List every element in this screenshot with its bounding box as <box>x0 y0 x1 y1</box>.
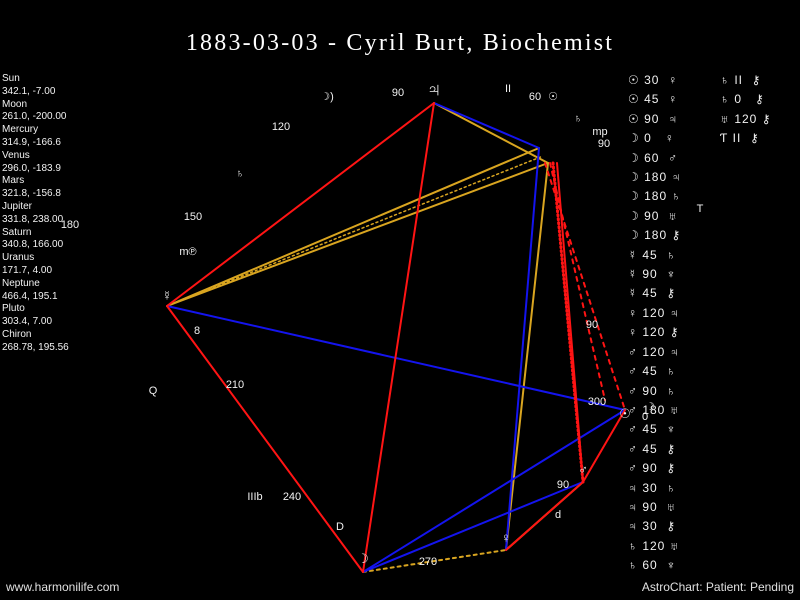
svg-text:d: d <box>555 509 561 521</box>
svg-text:♃: ♃ <box>427 79 442 101</box>
svg-text:♂: ♂ <box>578 462 588 477</box>
svg-text:210: 210 <box>226 379 244 391</box>
svg-text:mp: mp <box>592 126 607 138</box>
svg-text:m℗: m℗ <box>179 246 196 258</box>
svg-text:180: 180 <box>61 219 79 231</box>
svg-text:0: 0 <box>642 411 648 423</box>
svg-text:60: 60 <box>529 91 541 103</box>
svg-text:90: 90 <box>586 319 598 331</box>
svg-text:☽: ☽ <box>357 551 369 566</box>
svg-text:8: 8 <box>194 325 200 337</box>
svg-text:90: 90 <box>557 479 569 491</box>
svg-text:90: 90 <box>392 87 404 99</box>
svg-text:☉: ☉ <box>619 406 631 421</box>
svg-text:♄: ♄ <box>574 113 582 125</box>
svg-text:☉: ☉ <box>548 91 558 103</box>
svg-text:T: T <box>697 203 704 215</box>
svg-text:☽): ☽) <box>320 91 334 103</box>
svg-text:120: 120 <box>272 121 290 133</box>
svg-text:300: 300 <box>588 396 606 408</box>
svg-text:240: 240 <box>283 491 301 503</box>
svg-text:♀: ♀ <box>501 530 511 545</box>
svg-text:270: 270 <box>419 556 437 568</box>
svg-text:II: II <box>505 83 511 95</box>
svg-text:150: 150 <box>184 211 202 223</box>
svg-text:Q: Q <box>149 385 158 397</box>
svg-text:III​b: III​b <box>247 491 262 503</box>
svg-text:♄: ♄ <box>236 168 244 180</box>
svg-text:90: 90 <box>598 138 610 150</box>
svg-text:D: D <box>336 521 344 533</box>
svg-text:☿: ☿ <box>162 288 172 303</box>
